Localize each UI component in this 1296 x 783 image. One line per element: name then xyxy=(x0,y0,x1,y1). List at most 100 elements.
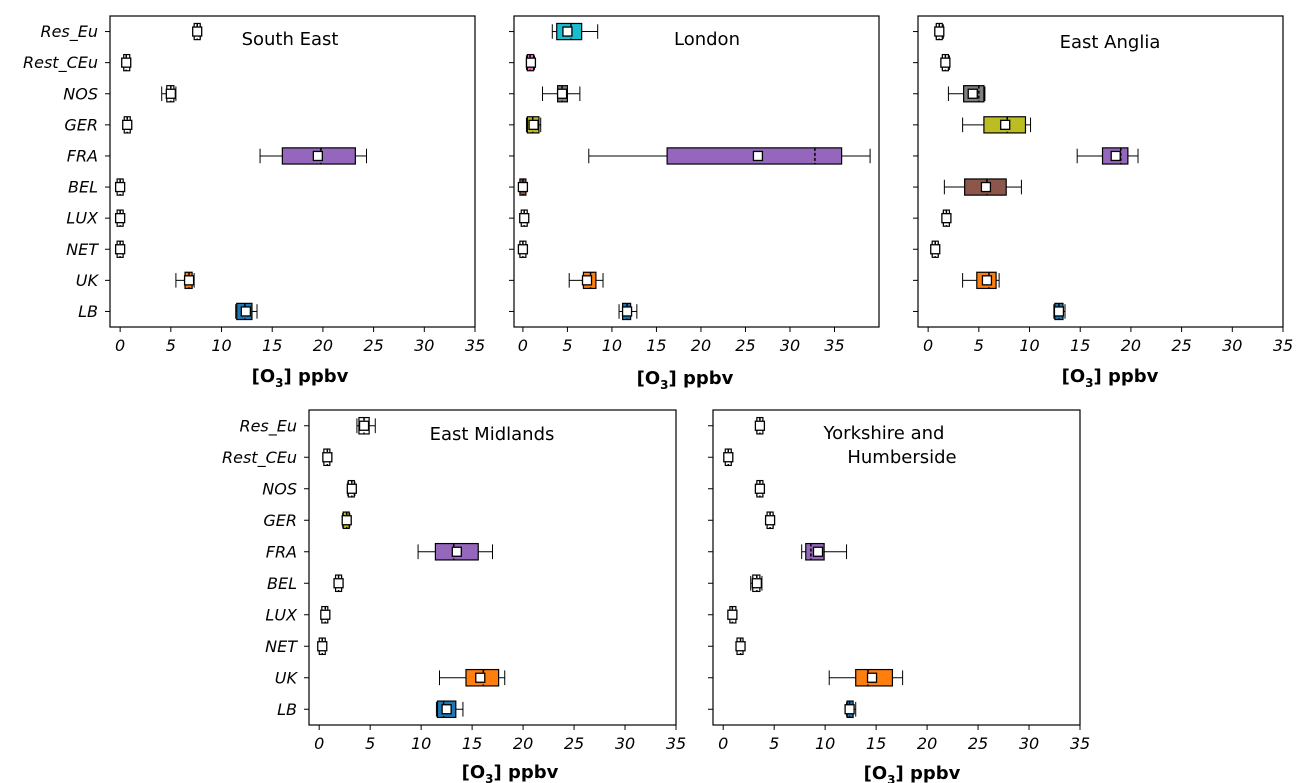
x-tick-label: 30 xyxy=(615,734,635,753)
mean-marker xyxy=(114,244,126,255)
x-tick-label: 10 xyxy=(1019,336,1039,355)
mean-marker xyxy=(451,546,462,557)
box-LB xyxy=(435,700,464,719)
mean-marker xyxy=(333,578,344,589)
panel-title: London xyxy=(674,29,740,50)
box-UK xyxy=(438,668,506,687)
category-label: GER xyxy=(64,115,98,134)
box-GER xyxy=(525,116,542,134)
mean-marker xyxy=(240,306,252,317)
x-tick-label: 30 xyxy=(780,336,800,355)
x-axis-label: [O3] ppbv xyxy=(252,366,349,390)
mean-marker xyxy=(940,57,951,68)
box-FRA xyxy=(417,542,493,561)
x-tick-label: 10 xyxy=(602,336,622,355)
box-Rest_CEu xyxy=(322,448,333,467)
mean-marker xyxy=(967,88,978,99)
x-tick-label: 30 xyxy=(1222,336,1242,355)
box-NET xyxy=(317,637,328,656)
mean-marker xyxy=(754,483,766,494)
panel-1: South East Res_Eu Rest_CEu NOS GER FRA BEL LUX N… xyxy=(23,15,485,390)
box-FRA xyxy=(588,147,871,165)
x-tick-label: 0 xyxy=(314,734,324,753)
x-tick-label: 20 xyxy=(917,734,937,753)
x-tick-label: 25 xyxy=(735,336,755,355)
box-LUX xyxy=(519,209,530,227)
mean-marker xyxy=(312,150,323,162)
category-label: FRA xyxy=(266,542,297,561)
x-tick-label: 15 xyxy=(262,336,282,355)
box-Res_Eu xyxy=(551,22,599,41)
mean-marker xyxy=(941,212,952,224)
box-LB xyxy=(618,302,638,321)
x-axis-label: [O3] ppbv xyxy=(462,762,559,783)
mean-marker xyxy=(1053,306,1065,317)
category-label: Rest_CEu xyxy=(222,448,297,468)
mean-marker xyxy=(562,26,573,37)
mean-marker xyxy=(528,119,539,130)
box-FRA xyxy=(801,542,848,561)
box-NOS xyxy=(541,85,581,103)
box-Res_Eu xyxy=(754,416,766,435)
box-NET xyxy=(114,240,126,258)
mean-marker xyxy=(519,212,530,224)
mean-marker xyxy=(981,275,993,286)
mean-marker xyxy=(121,57,132,68)
box-NET xyxy=(735,637,746,656)
panel-title-line2: Humberside xyxy=(847,447,956,468)
x-tick-label: 5 xyxy=(365,734,375,753)
box-Res_Eu xyxy=(934,22,945,41)
mean-marker xyxy=(317,641,328,652)
category-label: NET xyxy=(265,637,298,656)
mean-marker xyxy=(764,515,776,526)
x-tick-label: 5 xyxy=(166,336,176,355)
category-label: Res_Eu xyxy=(40,22,98,42)
x-tick-label: 5 xyxy=(974,336,984,355)
axes-frame xyxy=(109,15,476,328)
mean-marker xyxy=(517,244,529,255)
x-tick-label: 0 xyxy=(923,336,933,355)
panel-title: Yorkshire and xyxy=(823,423,945,444)
box-Rest_CEu xyxy=(940,53,951,72)
x-tick-label: 0 xyxy=(518,336,528,355)
category-label: BEL xyxy=(68,178,98,197)
axes-frame xyxy=(712,409,1081,726)
x-tick-label: 25 xyxy=(564,734,584,753)
x-tick-label: 20 xyxy=(313,336,333,355)
mean-marker xyxy=(320,609,331,620)
box-BEL xyxy=(943,178,1022,196)
box-LUX xyxy=(320,605,331,624)
mean-marker xyxy=(866,672,878,683)
axes-frame xyxy=(917,15,1284,328)
category-label: NOS xyxy=(63,84,98,103)
panel-4: East Midlands Res_Eu Rest_CEu NOS GER FRA BEL L… xyxy=(222,409,686,783)
box-GER xyxy=(764,511,776,530)
mean-marker xyxy=(183,275,195,286)
mean-marker xyxy=(934,26,945,37)
box-NOS xyxy=(161,85,177,103)
mean-marker xyxy=(735,641,746,652)
mean-marker xyxy=(581,275,593,286)
x-axis-label: [O3] ppbv xyxy=(864,763,961,783)
category-label: LB xyxy=(78,302,98,321)
mean-marker xyxy=(1110,150,1121,162)
x-tick-label: 10 xyxy=(411,734,431,753)
x-tick-label: 35 xyxy=(666,734,686,753)
mean-marker xyxy=(165,88,176,99)
mean-marker xyxy=(122,119,133,130)
axes-frame xyxy=(513,15,880,328)
mean-marker xyxy=(441,704,452,715)
box-LB xyxy=(844,700,857,719)
x-tick-label: 30 xyxy=(1019,734,1039,753)
category-label: LUX xyxy=(66,209,99,228)
box-UK xyxy=(175,271,195,290)
mean-marker xyxy=(754,420,766,431)
box-LUX xyxy=(114,209,126,227)
mean-marker xyxy=(930,244,941,255)
box-NOS xyxy=(754,479,766,498)
x-tick-label: 35 xyxy=(465,336,485,355)
panel-2: London 0 5 10 15 20 25 30 35 [O3] ppbv xyxy=(509,15,880,392)
category-label: BEL xyxy=(267,574,297,593)
